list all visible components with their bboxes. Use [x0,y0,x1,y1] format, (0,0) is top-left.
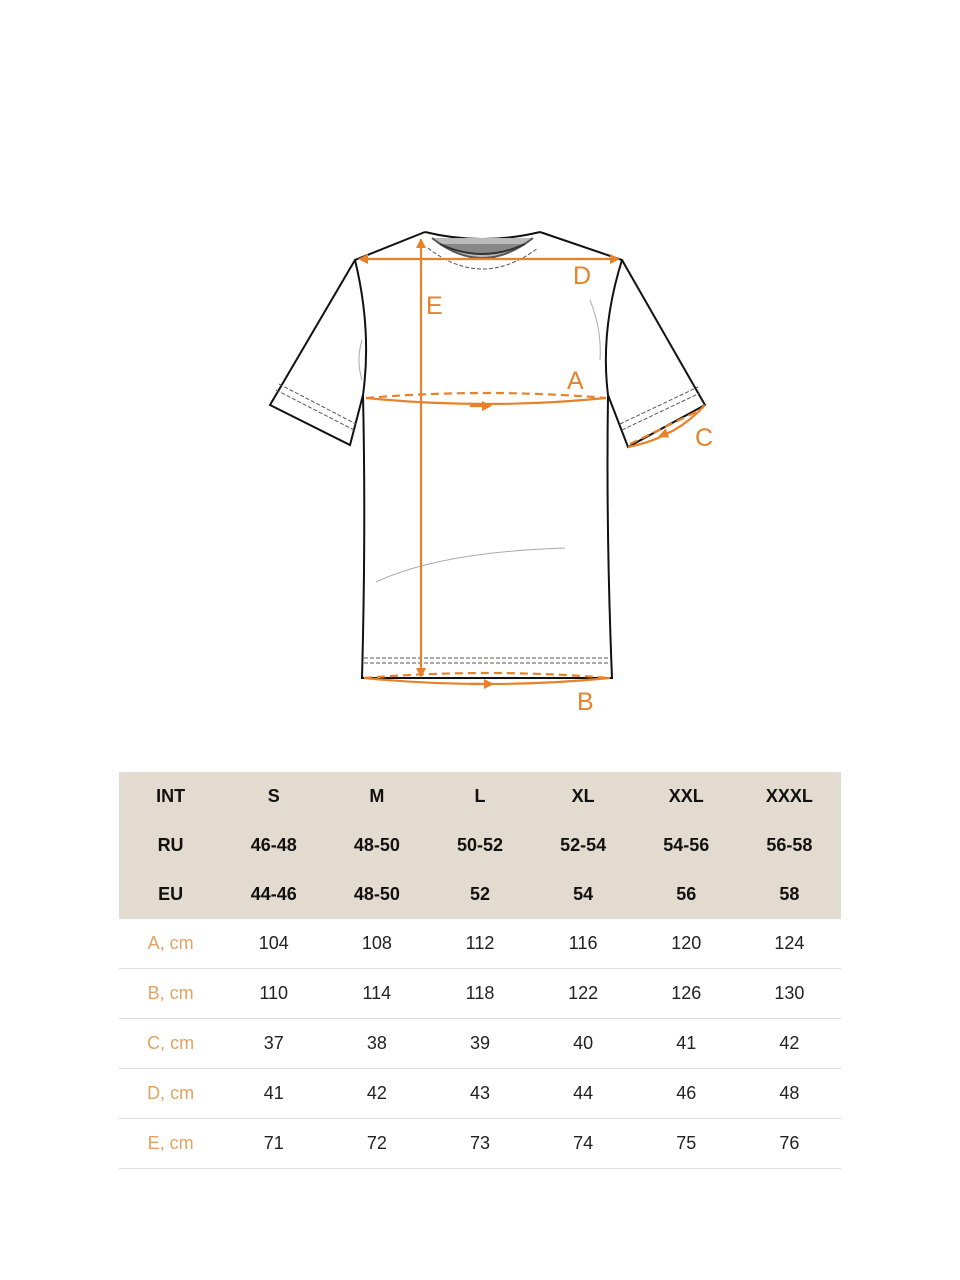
table-cell: 110 [222,968,326,1019]
table-cell: 75 [634,1118,738,1169]
table-cell: 39 [428,1018,532,1069]
measure-a-back [365,391,607,400]
measurement-lines [358,238,706,689]
size-header-row: EU 44-46 48-50 52 54 56 58 [119,870,841,919]
table-cell: 52-54 [531,821,635,870]
table-cell: 54 [531,870,635,919]
table-cell: 122 [531,968,635,1019]
label-e: E [426,292,443,320]
table-cell: XL [531,772,635,821]
measurement-row: A, cm 104 108 112 116 120 124 [119,919,841,969]
table-cell: 118 [428,968,532,1019]
measurement-row: D, cm 41 42 43 44 46 48 [119,1068,841,1119]
table-cell: L [428,772,532,821]
table-cell: 43 [428,1068,532,1119]
size-table: INT S M L XL XXL XXXL RU 46-48 48-50 50-52 52-54 54-… [119,772,841,1169]
row-label: E, cm [119,1118,223,1169]
table-cell: 130 [737,968,841,1019]
label-c: C [695,424,713,452]
table-cell: 44-46 [222,870,326,919]
table-cell: 54-56 [634,821,738,870]
table-cell: 42 [737,1018,841,1069]
measurement-row: C, cm 37 38 39 40 41 42 [119,1018,841,1069]
table-cell: 126 [634,968,738,1019]
table-cell: 37 [222,1018,326,1069]
row-label: C, cm [119,1018,223,1069]
row-label: EU [119,870,223,919]
table-cell: XXL [634,772,738,821]
table-cell: 48-50 [325,870,429,919]
table-cell: 73 [428,1118,532,1169]
fold-marks [358,299,601,583]
table-cell: 44 [531,1068,635,1119]
table-cell: 48-50 [325,821,429,870]
table-cell: 58 [737,870,841,919]
table-cell: 124 [737,919,841,969]
table-cell: 74 [531,1118,635,1169]
measure-b-back [363,671,611,680]
table-cell: S [222,772,326,821]
table-cell: 46-48 [222,821,326,870]
table-cell: 40 [531,1018,635,1069]
measurement-row: E, cm 71 72 73 74 75 76 [119,1118,841,1169]
label-a: A [567,367,584,395]
row-label: D, cm [119,1068,223,1119]
table-cell: XXXL [737,772,841,821]
row-label: B, cm [119,968,223,1019]
table-cell: 76 [737,1118,841,1169]
size-header-row: RU 46-48 48-50 50-52 52-54 54-56 56-58 [119,821,841,870]
table-cell: 116 [531,919,635,969]
tshirt-measurement-diagram: D E A C B [268,231,713,716]
table-cell: 114 [325,968,429,1019]
table-cell: 104 [222,919,326,969]
table-cell: 42 [325,1068,429,1119]
table-cell: 48 [737,1068,841,1119]
row-label: INT [119,772,223,821]
tshirt-outline [268,231,707,679]
size-header-row: INT S M L XL XXL XXXL [119,772,841,821]
table-cell: 50-52 [428,821,532,870]
table-cell: 120 [634,919,738,969]
measurement-row: B, cm 110 114 118 122 126 130 [119,968,841,1019]
table-cell: M [325,772,429,821]
table-cell: 112 [428,919,532,969]
label-b: B [577,688,594,716]
measure-c-front [627,404,706,449]
row-label: RU [119,821,223,870]
label-d: D [573,262,591,290]
table-cell: 71 [222,1118,326,1169]
row-label: A, cm [119,919,223,969]
table-cell: 41 [222,1068,326,1119]
table-cell: 108 [325,919,429,969]
table-cell: 41 [634,1018,738,1069]
table-cell: 38 [325,1018,429,1069]
table-cell: 56 [634,870,738,919]
table-cell: 52 [428,870,532,919]
table-cell: 56-58 [737,821,841,870]
table-cell: 72 [325,1118,429,1169]
table-cell: 46 [634,1068,738,1119]
